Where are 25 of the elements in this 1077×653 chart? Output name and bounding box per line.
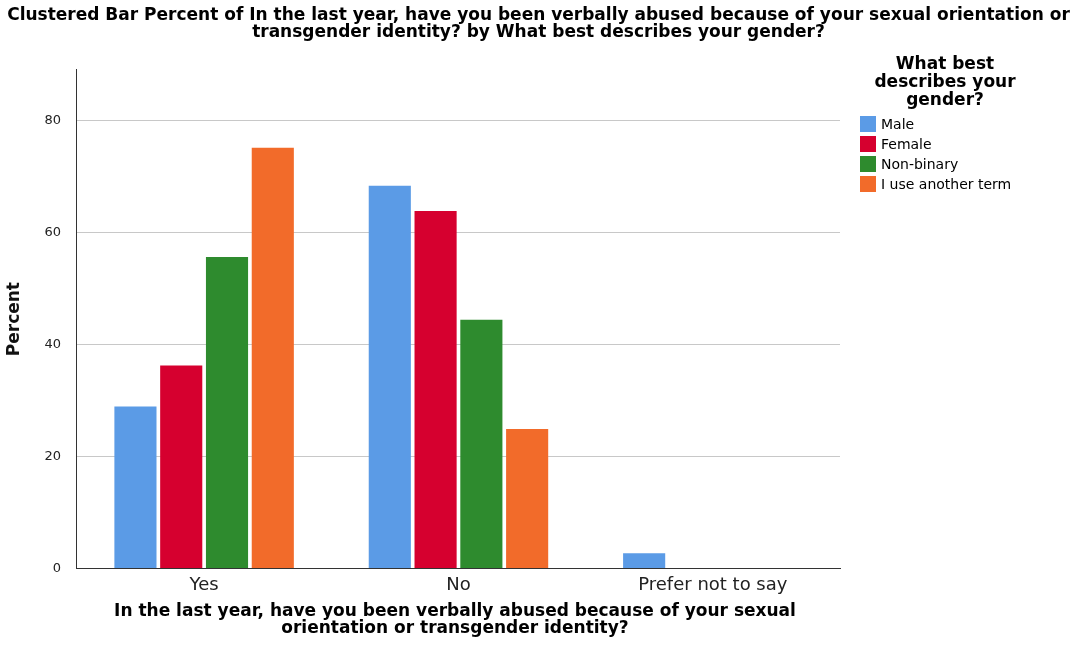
bar bbox=[368, 185, 411, 568]
x-axis-title: In the last year, have you been verbally abused because of your sexual orientation or transgender identity? bbox=[113, 600, 797, 637]
y-tick-label: 60 bbox=[44, 223, 61, 239]
y-axis-title: Percent bbox=[2, 281, 23, 357]
bar bbox=[114, 406, 157, 568]
bar bbox=[506, 428, 549, 568]
y-tick-label: 40 bbox=[44, 335, 61, 351]
chart-title: Clustered Bar Percent of In the last year, have you been verbally abused because of your sexual orientation or transgender identity? by What best describes your gender? bbox=[6, 3, 1071, 43]
x-tick-label: Prefer not to say bbox=[638, 572, 788, 594]
bar bbox=[251, 147, 294, 568]
bar bbox=[160, 365, 203, 568]
legend-label: Male bbox=[881, 116, 915, 132]
y-tick-label: 20 bbox=[44, 447, 61, 463]
bar bbox=[205, 256, 249, 568]
legend-label: Non-binary bbox=[881, 156, 959, 172]
bar bbox=[460, 319, 503, 568]
bar bbox=[623, 553, 666, 568]
x-tick-label: No bbox=[446, 572, 471, 594]
legend-label: I use another term bbox=[881, 176, 1012, 192]
y-tick-label: 80 bbox=[44, 111, 61, 127]
y-tick-label: 0 bbox=[52, 559, 61, 575]
x-tick-label: Yes bbox=[188, 572, 219, 594]
bar bbox=[414, 210, 457, 568]
legend-title: What best describes your gender? bbox=[873, 53, 1017, 109]
legend-label: Female bbox=[881, 136, 932, 152]
